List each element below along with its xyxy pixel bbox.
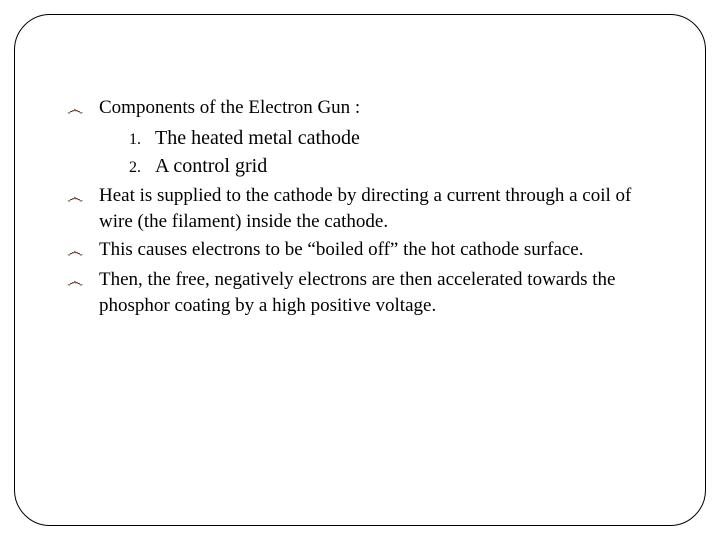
slide-frame: ෴ Components of the Electron Gun : 1. Th… <box>14 14 706 526</box>
bullet-text: Components of the Electron Gun : <box>99 95 653 121</box>
bullet-text: Heat is supplied to the cathode by direc… <box>99 183 653 235</box>
bullet-item: ෴ Then, the free, negatively electrons a… <box>67 267 653 319</box>
sub-text: The heated metal cathode <box>151 125 360 151</box>
bullet-item: ෴ Heat is supplied to the cathode by dir… <box>67 183 653 235</box>
bullet-item: ෴ Components of the Electron Gun : <box>67 95 653 123</box>
bullet-icon: ෴ <box>67 95 99 123</box>
sub-text: A control grid <box>151 153 267 179</box>
sub-number: 1. <box>129 131 151 149</box>
bullet-icon: ෴ <box>67 183 99 211</box>
sub-item: 1. The heated metal cathode <box>129 125 653 151</box>
sub-number: 2. <box>129 159 151 177</box>
bullet-item: ෴ This causes electrons to be “boiled of… <box>67 237 653 265</box>
bullet-text: Then, the free, negatively electrons are… <box>99 267 653 319</box>
bullet-text: This causes electrons to be “boiled off”… <box>99 237 653 263</box>
bullet-icon: ෴ <box>67 237 99 265</box>
sub-item: 2. A control grid <box>129 153 653 179</box>
bullet-icon: ෴ <box>67 267 99 295</box>
sub-list: 1. The heated metal cathode 2. A control… <box>129 125 653 179</box>
